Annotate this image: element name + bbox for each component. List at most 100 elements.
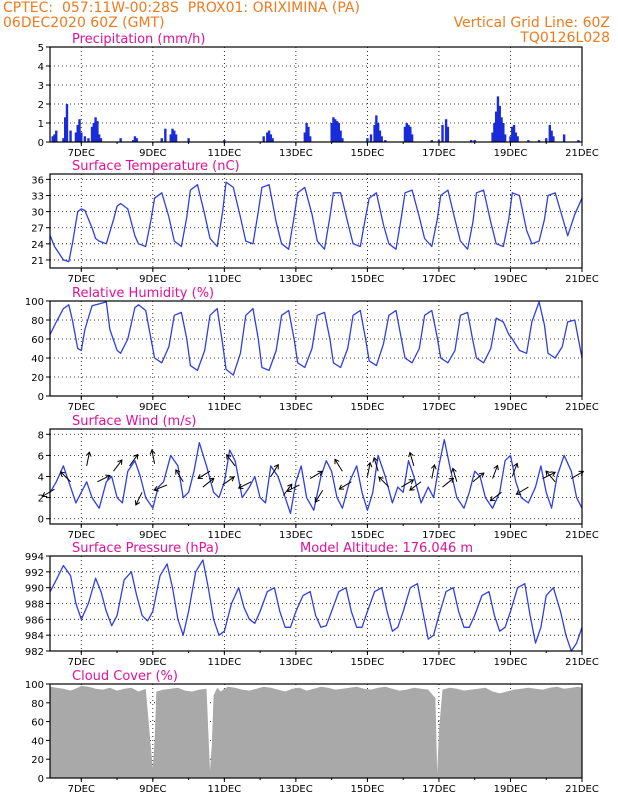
precip-bar (548, 124, 552, 142)
wind-xtick-label: 17DEC (422, 530, 456, 541)
pres-xtick-label: 19DEC (494, 657, 528, 668)
wind-vector-arrow (129, 453, 139, 467)
precip-bar (55, 130, 58, 142)
wind-arrow-head (149, 449, 156, 455)
wind-arrow-head (175, 469, 181, 475)
precip-bar (269, 134, 273, 142)
precip-bar (92, 123, 96, 142)
rh-xtick-label: 19DEC (494, 402, 528, 413)
wind-title: Surface Wind (m/s) (72, 414, 196, 429)
cloud-cover-area (50, 685, 582, 778)
precip-bar (187, 138, 190, 142)
header-date: 06DEC2020 60Z (GMT) (3, 15, 165, 31)
temp-xtick-label: 15DEC (351, 274, 385, 285)
precip-bar (380, 136, 383, 142)
cloud-ytick-label: 20 (31, 755, 44, 766)
wind-ytick-label: 0 (38, 515, 44, 526)
cloud-xtick-label: 21DEC (565, 784, 599, 795)
wind-vector-arrow (149, 449, 156, 464)
wind-xtick-label: 15DEC (351, 530, 385, 541)
precip-bar (119, 138, 122, 142)
wind-arrow-shaft (472, 472, 485, 483)
temp-ytick-label: 33 (31, 191, 44, 202)
precip-bar (494, 111, 498, 142)
precip-bar (266, 132, 269, 142)
wind-vector-arrow (542, 471, 557, 480)
precip-bar (96, 121, 99, 142)
precip-bar (511, 126, 514, 142)
precip-bar (527, 140, 530, 142)
wind-arrow-head (314, 497, 320, 503)
cloud-xtick-label: 11DEC (207, 784, 241, 795)
wind-arrow-shaft (314, 489, 324, 503)
rh-frame (49, 300, 583, 397)
precip-bar (430, 140, 433, 142)
wind-arrow-head (317, 470, 324, 476)
precip-bar (337, 123, 340, 142)
temp-xtick-label: 9DEC (139, 274, 166, 285)
wind-arrow-shaft (542, 471, 556, 480)
wind-vector-arrow (372, 456, 379, 472)
precip-ytick-label: 0 (38, 138, 44, 149)
wind-arrow-shaft (60, 471, 71, 483)
wind-arrow-head (372, 456, 378, 463)
wind-vector-arrow (237, 481, 252, 489)
precip-panel: 0 1 2 3 4 5 7DEC 9DEC 11DEC 13DEC 15DEC 17DEC 19DEC 2… (38, 32, 599, 159)
precip-xtick-label: 9DEC (139, 148, 166, 159)
wind-arrow-shaft (42, 488, 55, 497)
wind-vector-arrow (334, 458, 343, 472)
temp-ytick-label: 21 (31, 256, 44, 267)
wind-arrow-shaft (197, 470, 211, 479)
precip-bar (87, 138, 90, 142)
precip-ytick-label: 5 (38, 43, 44, 54)
wind-arrow-head (134, 500, 141, 506)
pres-ytick-label: 992 (25, 568, 44, 579)
cloud-xtick-label: 17DEC (422, 784, 456, 795)
precip-bar (307, 126, 310, 142)
precip-bar (69, 130, 72, 142)
precip-bar (502, 123, 505, 142)
wind-arrow-shaft (153, 484, 168, 491)
temp-ytick-label: 30 (31, 208, 44, 219)
precip-bar (516, 136, 519, 142)
rh-xtick-label: 7DEC (68, 402, 95, 413)
precip-bar (410, 134, 414, 142)
precip-bar (378, 130, 382, 142)
precip-bar (498, 105, 501, 142)
precip-bar (552, 136, 555, 142)
precip-bar (94, 117, 97, 142)
temp-title: Surface Temperature (nC) (72, 159, 240, 174)
wind-arrow-head (451, 467, 457, 474)
precip-bar (503, 134, 507, 142)
precip-bar (334, 119, 337, 142)
precip-bar (171, 128, 174, 142)
wind-vector-arrow (338, 481, 352, 490)
precip-bar (335, 121, 339, 142)
precip-bar (366, 138, 369, 142)
wind-arrow-shaft (175, 469, 184, 483)
wind-vector-arrow (309, 470, 324, 480)
precip-bar (446, 126, 450, 142)
wind-arrow-shaft (135, 492, 143, 506)
wind-vector-arrow (378, 476, 390, 488)
temp-xtick-label: 19DEC (494, 274, 528, 285)
wind-arrow-head (479, 472, 485, 478)
rh-ytick-label: 60 (31, 335, 44, 346)
wind-vector-arrow (97, 474, 111, 483)
precip-bar (308, 136, 312, 142)
wind-vector-arrow (472, 472, 485, 483)
wind-arrow-head (545, 470, 551, 476)
wind-arrow-shaft (571, 470, 584, 480)
precip-bar (550, 130, 553, 142)
precip-bar (262, 136, 265, 142)
precip-bar (76, 124, 79, 142)
wind-vector-arrow (409, 481, 422, 491)
precip-bar (473, 140, 476, 142)
precip-xtick-label: 7DEC (68, 148, 95, 159)
precip-xtick-label: 21DEC (565, 148, 599, 159)
wind-arrow-head (430, 463, 437, 470)
wind-vector-arrow (286, 484, 300, 493)
precip-bar (90, 126, 94, 142)
pres-ytick-label: 990 (25, 584, 44, 595)
pres-xtick-label: 9DEC (139, 657, 166, 668)
